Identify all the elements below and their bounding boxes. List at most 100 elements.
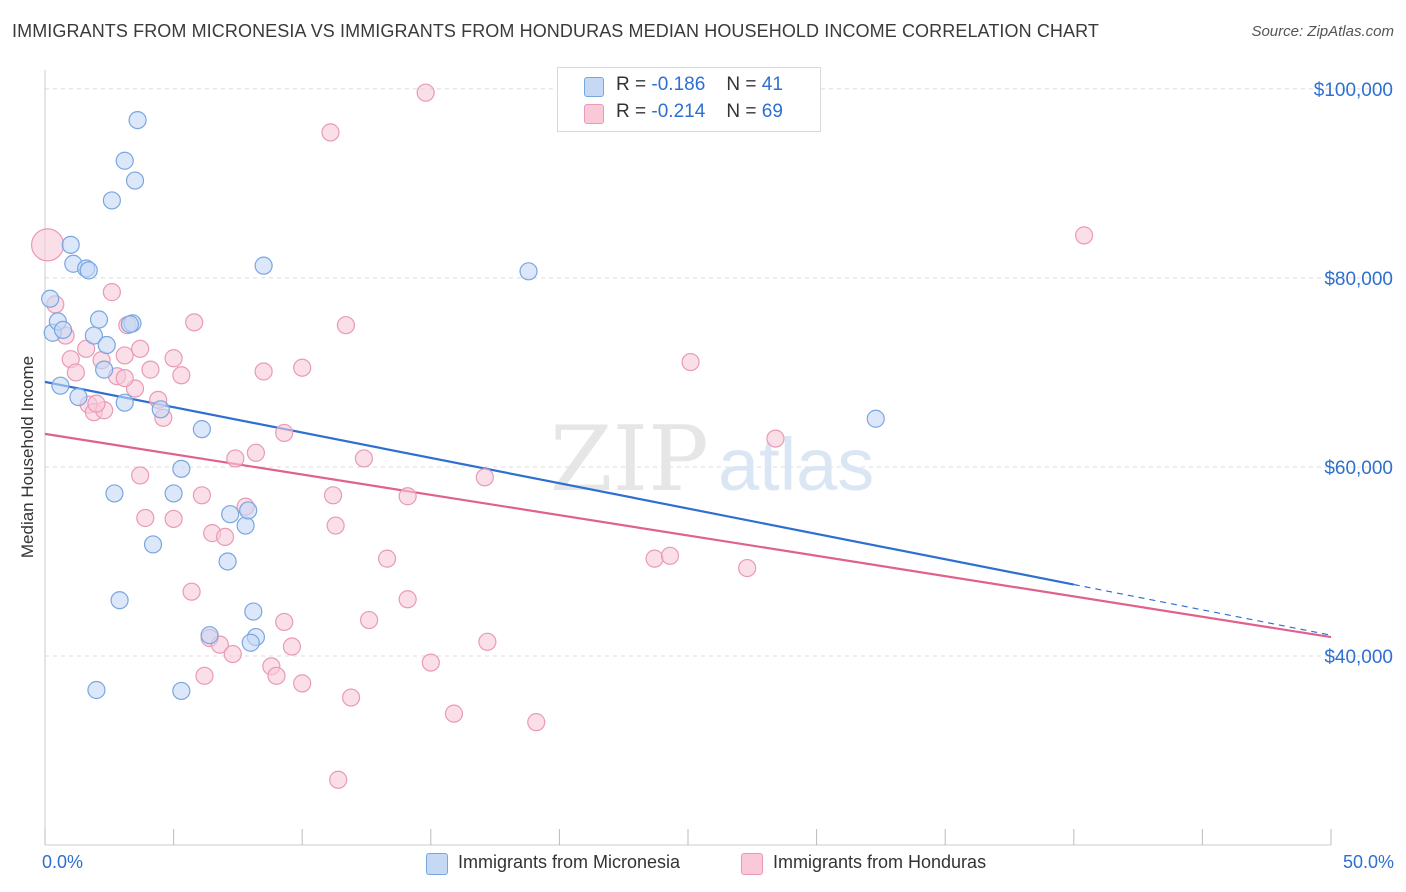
point-honduras xyxy=(341,688,361,707)
point-micronesia xyxy=(241,633,260,652)
point-honduras xyxy=(645,549,664,568)
point-honduras xyxy=(398,487,417,506)
point-honduras xyxy=(172,366,191,385)
point-micronesia xyxy=(41,289,60,308)
point-honduras xyxy=(141,360,160,379)
point-honduras xyxy=(326,516,345,535)
y-tick-labels: $40,000 $60,000 $80,000 $100,000 xyxy=(1314,80,1393,668)
point-honduras xyxy=(215,527,235,546)
point-honduras xyxy=(246,443,266,462)
source-label: Source: ZipAtlas.com xyxy=(1251,23,1394,40)
point-honduras xyxy=(377,549,397,568)
point-micronesia xyxy=(164,484,183,503)
point-micronesia xyxy=(128,110,147,130)
point-micronesia xyxy=(79,261,98,280)
point-micronesia xyxy=(115,393,134,412)
axes xyxy=(44,70,1332,846)
point-micronesia xyxy=(102,191,121,210)
point-honduras xyxy=(766,429,785,448)
point-honduras xyxy=(1074,226,1094,245)
point-micronesia xyxy=(84,326,103,345)
point-micronesia xyxy=(69,387,88,407)
point-honduras xyxy=(182,582,201,601)
point-honduras xyxy=(282,637,302,656)
point-honduras xyxy=(185,313,204,332)
point-honduras xyxy=(87,394,106,413)
point-micronesia xyxy=(254,256,273,275)
point-honduras xyxy=(475,468,494,487)
point-micronesia xyxy=(866,409,885,428)
point-micronesia xyxy=(61,235,80,254)
point-micronesia xyxy=(172,681,191,701)
chart-title: IMMIGRANTS FROM MICRONESIA VS IMMIGRANTS… xyxy=(12,21,1099,41)
point-honduras xyxy=(329,770,348,789)
point-micronesia xyxy=(87,680,106,700)
point-micronesia xyxy=(110,591,129,610)
legend-n-label: N = xyxy=(726,101,757,122)
point-honduras xyxy=(131,339,150,358)
point-honduras xyxy=(30,228,65,262)
point-honduras xyxy=(293,674,312,693)
trend-line-micronesia xyxy=(44,380,1075,586)
bottom-legend-label-micronesia: Immigrants from Micronesia xyxy=(458,852,681,872)
point-honduras xyxy=(136,508,155,528)
point-honduras xyxy=(164,349,183,368)
point-honduras xyxy=(66,363,85,382)
point-honduras xyxy=(293,358,312,377)
point-honduras xyxy=(226,449,245,468)
point-micronesia xyxy=(115,151,134,170)
legend-n-value-micronesia: 41 xyxy=(761,74,783,95)
point-honduras xyxy=(323,486,343,505)
point-micronesia xyxy=(105,484,124,503)
y-tick-label: $80,000 xyxy=(1324,269,1393,290)
x-tick-label-max: 50.0% xyxy=(1342,852,1394,872)
point-micronesia xyxy=(97,335,116,355)
point-honduras xyxy=(681,352,700,372)
point-micronesia xyxy=(172,459,191,478)
point-micronesia xyxy=(200,626,219,645)
correlation-legend: R = -0.186 N = 41 R = -0.214 N = 69 xyxy=(557,67,821,132)
legend-r-label: R = xyxy=(616,74,647,95)
legend-n-value-honduras: 69 xyxy=(761,101,783,122)
point-micronesia xyxy=(236,516,255,535)
y-tick-label: $60,000 xyxy=(1324,458,1393,479)
legend-r-value-micronesia: -0.186 xyxy=(651,74,706,95)
point-honduras xyxy=(115,369,134,388)
point-micronesia xyxy=(53,320,73,340)
point-honduras xyxy=(115,346,134,365)
point-micronesia xyxy=(95,360,114,379)
y-tick-label: $100,000 xyxy=(1314,80,1393,101)
point-honduras xyxy=(336,316,356,335)
point-honduras xyxy=(223,644,242,664)
point-micronesia xyxy=(239,501,258,520)
point-micronesia xyxy=(143,535,163,554)
gridlines xyxy=(45,88,1392,657)
point-micronesia xyxy=(125,171,145,190)
point-micronesia xyxy=(120,315,139,334)
point-honduras xyxy=(164,509,183,529)
point-honduras xyxy=(398,590,417,609)
y-tick-label: $40,000 xyxy=(1324,647,1393,668)
point-micronesia xyxy=(51,376,70,395)
point-honduras xyxy=(195,666,214,685)
point-honduras xyxy=(421,653,440,672)
trend-lines xyxy=(44,380,1332,639)
point-honduras xyxy=(267,666,286,685)
point-honduras xyxy=(738,558,757,578)
point-honduras xyxy=(192,486,211,505)
point-micronesia xyxy=(244,602,263,621)
legend-swatch-micronesia xyxy=(584,77,604,97)
bottom-legend-swatch-honduras xyxy=(741,853,763,875)
watermark-zip: ZIP xyxy=(550,407,709,512)
bottom-legend-swatch-micronesia xyxy=(426,853,448,875)
point-honduras xyxy=(416,83,435,102)
point-honduras xyxy=(478,632,497,651)
point-honduras xyxy=(102,283,121,302)
point-honduras xyxy=(131,466,150,485)
legend-swatch-honduras xyxy=(584,104,604,124)
point-honduras xyxy=(444,704,464,723)
point-honduras xyxy=(660,546,680,565)
legend-r-label: R = xyxy=(616,101,647,122)
data-points xyxy=(30,83,1094,789)
